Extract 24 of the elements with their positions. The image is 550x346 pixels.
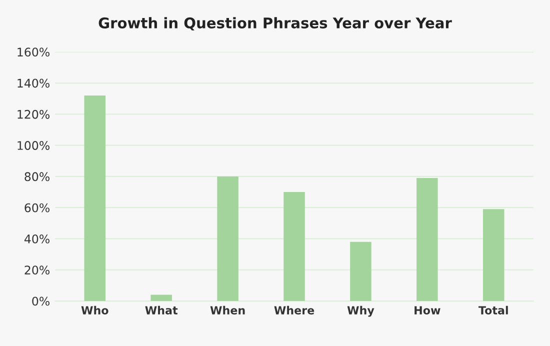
- x-tick-label: How: [414, 306, 440, 314]
- y-tick-label: 80%: [24, 172, 50, 182]
- x-tick-label: When: [210, 306, 245, 314]
- bar: [150, 294, 172, 302]
- y-tick-label: 60%: [24, 203, 50, 212]
- y-tick-label: 120%: [18, 110, 50, 119]
- y-tick-label: 140%: [18, 78, 50, 88]
- bar: [217, 176, 238, 302]
- bar: [416, 178, 438, 302]
- x-tick-label: Where: [274, 306, 314, 314]
- x-tick-label: Who: [81, 306, 108, 314]
- bar: [350, 242, 372, 302]
- y-tick-label: 40%: [24, 234, 50, 244]
- x-tick-label: Total: [478, 306, 508, 314]
- bar: [482, 209, 504, 302]
- x-tick-label: What: [145, 306, 178, 314]
- bar: [84, 95, 106, 302]
- bar: [284, 192, 305, 302]
- x-tick-label: Why: [347, 306, 374, 317]
- chart-title: Growth in Question Phrases Year over Year: [98, 17, 452, 30]
- y-tick-label: 0%: [32, 296, 50, 306]
- y-tick-label: 100%: [18, 141, 50, 150]
- y-tick-label: 160%: [18, 48, 50, 57]
- y-tick-label: 20%: [24, 266, 50, 275]
